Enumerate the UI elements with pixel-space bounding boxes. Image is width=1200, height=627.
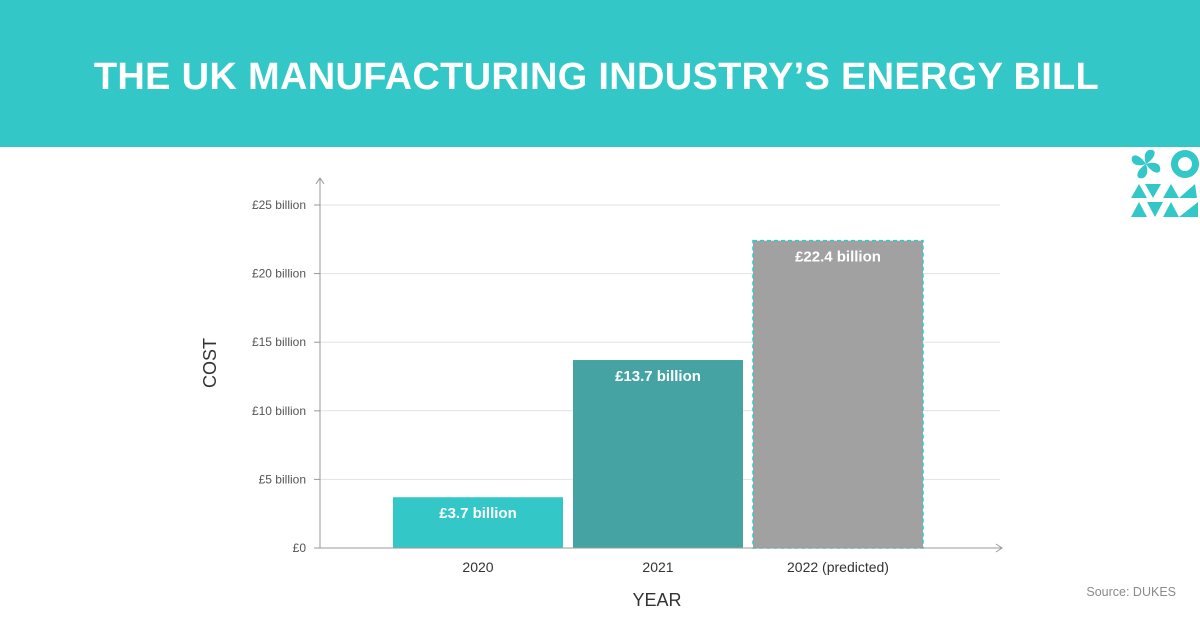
y-axis-arrow [315, 177, 325, 185]
y-tick-label: £15 billion [252, 335, 306, 349]
x-axis-title: YEAR [632, 590, 681, 610]
source-note: Source: DUKES [1086, 585, 1176, 599]
x-tick-label: 2020 [462, 559, 493, 575]
y-tick-label: £25 billion [252, 198, 306, 212]
x-axis-arrow [995, 543, 1003, 553]
y-tick-label: £5 billion [259, 472, 306, 486]
y-axis-title: COST [200, 338, 220, 388]
y-tick-label: £10 billion [252, 404, 306, 418]
x-tick-label: 2021 [642, 559, 673, 575]
y-tick-label: £0 [293, 541, 307, 555]
bar-2020 [393, 497, 563, 548]
brand-logo-icon [1131, 149, 1199, 217]
bar-value-label: £13.7 billion [615, 368, 701, 385]
x-tick-label: 2022 (predicted) [787, 559, 889, 575]
header-banner: THE UK MANUFACTURING INDUSTRY’S ENERGY B… [0, 0, 1200, 147]
bar-2022 [752, 239, 924, 549]
bar-value-label: £22.4 billion [795, 249, 881, 266]
bar-value-label: £3.7 billion [439, 505, 517, 522]
y-tick-label: £20 billion [252, 267, 306, 281]
bar-2021 [573, 360, 743, 548]
page-title: THE UK MANUFACTURING INDUSTRY’S ENERGY B… [93, 56, 1100, 98]
